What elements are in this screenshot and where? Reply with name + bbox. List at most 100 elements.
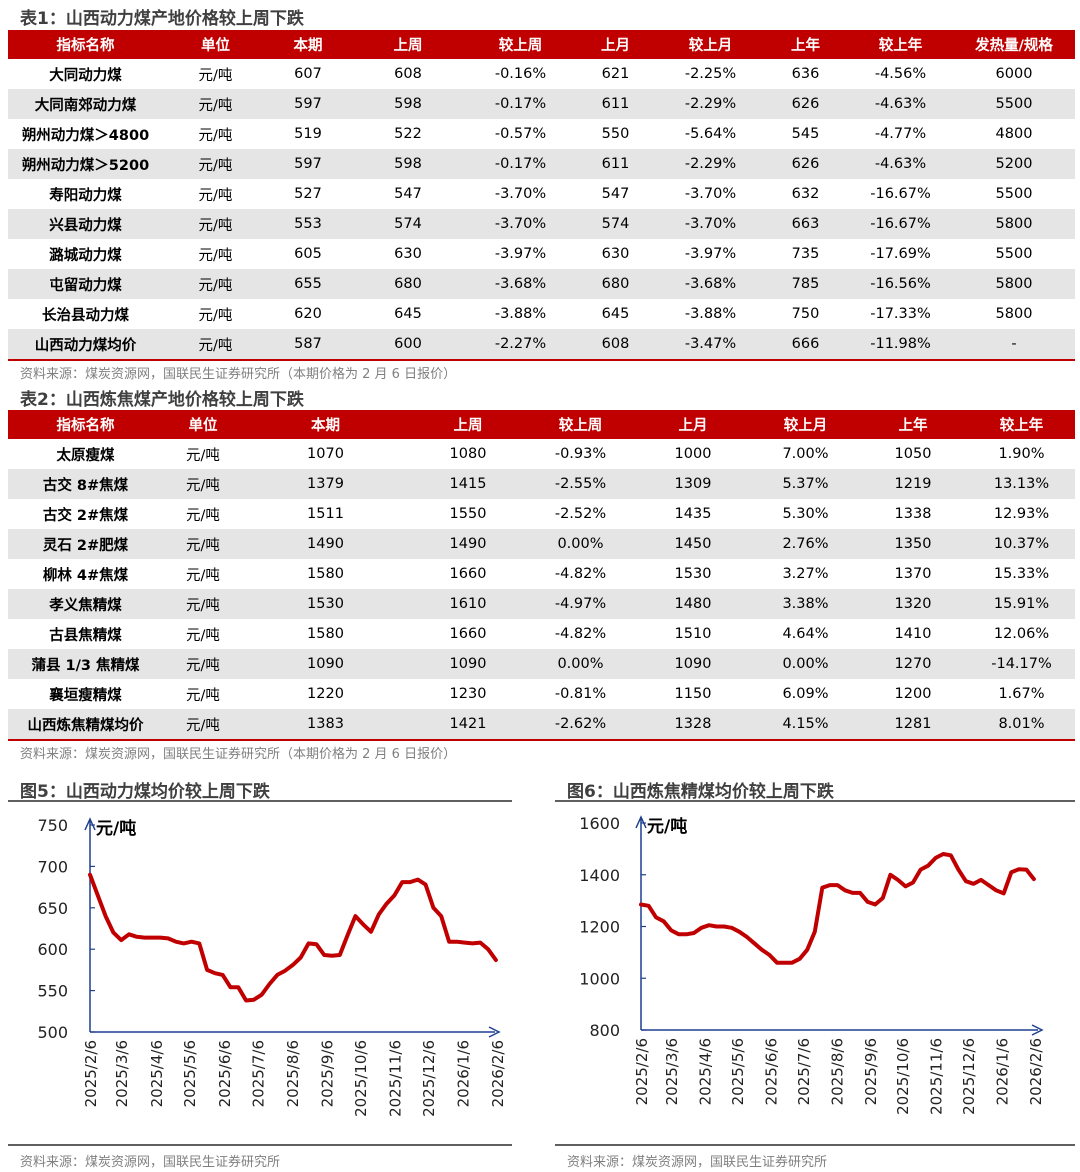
x-tick-label: 2025/10/6 (352, 1040, 370, 1117)
row-name-cell: 灵石 2#肥煤 (8, 529, 163, 559)
x-tick-label: 2025/11/6 (386, 1040, 404, 1117)
table-cell: 1580 (307, 626, 344, 642)
table-cell: 6000 (995, 66, 1033, 82)
table-row: 寿阳动力煤 元/吨 527 547 -3.70% 547 -3.70% 632 -16.67% 5… (8, 179, 1075, 209)
table-cell: 4800 (995, 126, 1033, 142)
chart5-source: 资料来源：煤炭资源网，国联民生证券研究所 (20, 1155, 281, 1170)
x-tick-label: 2025/11/6 (928, 1038, 946, 1115)
table-cell: -3.88% (494, 306, 547, 322)
table-cell: 1.67% (998, 686, 1045, 702)
table-row: 潞城动力煤 元/吨 605 630 -3.97% 630 -3.97% 735 -17.69% 5… (8, 239, 1075, 269)
table-cell: -16.67% (848, 209, 953, 239)
column-header: 指标名称 (8, 30, 163, 59)
table-cell: 13.13% (968, 469, 1075, 499)
table-cell: 元/吨 (163, 649, 243, 679)
table-cell: 7.00% (782, 446, 829, 462)
table-cell: -0.17% (468, 89, 573, 119)
table-cell: -0.57% (494, 126, 547, 142)
table-cell: 1150 (674, 686, 712, 702)
table-cell: -2.29% (658, 149, 763, 179)
table-cell: -4.56% (874, 66, 927, 82)
column-header: 较上周 (528, 410, 633, 439)
table-cell: 1580 (307, 566, 344, 582)
x-tick-label: 2025/6/6 (216, 1040, 234, 1107)
table-cell: 5800 (953, 269, 1075, 299)
y-tick-label: 550 (37, 982, 68, 1001)
table-cell: 元/吨 (186, 507, 220, 524)
row-name-cell: 兴县动力煤 (8, 209, 163, 239)
table-cell: 553 (268, 209, 348, 239)
x-tick-label: 2025/5/6 (181, 1040, 199, 1107)
x-tick-label: 2026/1/6 (994, 1038, 1012, 1105)
table-cell: -4.63% (848, 149, 953, 179)
x-tick-label: 2025/7/6 (795, 1038, 813, 1105)
table-cell: 元/吨 (163, 709, 243, 741)
table2-source: 资料来源：煤炭资源网，国联民生证券研究所（本期价格为 2 月 6 日报价） (20, 747, 457, 762)
table-cell: -0.17% (468, 149, 573, 179)
table-row: 长治县动力煤 元/吨 620 645 -3.88% 645 -3.88% 750 -17.33%… (8, 299, 1075, 329)
table-cell: -3.70% (494, 186, 547, 202)
row-name-cell: 山西动力煤均价 (8, 329, 163, 361)
column-header: 上周 (348, 30, 468, 59)
x-tick-label: 2025/2/6 (82, 1040, 100, 1107)
table-cell: -3.97% (494, 246, 547, 262)
y-tick-label: 1200 (579, 918, 620, 937)
row-name-cell: 屯留动力煤 (8, 269, 163, 299)
table-cell: 1.90% (998, 446, 1045, 462)
table-cell: 1370 (894, 566, 932, 582)
table-cell: 1383 (243, 709, 408, 741)
table-cell: 1410 (894, 626, 932, 642)
row-name-cell: 朔州动力煤＞5200 (8, 149, 163, 179)
table-cell: 680 (573, 269, 658, 299)
row-name-cell: 襄垣瘦精煤 (49, 687, 122, 704)
table-cell: - (953, 329, 1075, 361)
table-cell: 1281 (858, 709, 968, 741)
table-row: 屯留动力煤 元/吨 655 680 -3.68% 680 -3.68% 785 -16.56% 5… (8, 269, 1075, 299)
column-header: 较上周 (468, 30, 573, 59)
table-cell: -2.55% (528, 469, 633, 499)
row-name-cell: 古交 2#焦煤 (42, 507, 129, 524)
table-cell: 636 (791, 66, 820, 82)
table-cell: 632 (791, 186, 820, 202)
table-cell: -14.17% (968, 649, 1075, 679)
y-axis-arrow-icon (635, 815, 647, 829)
table-cell: -4.97% (528, 589, 633, 619)
table-cell: 元/吨 (186, 567, 220, 584)
table-cell: -4.63% (848, 89, 953, 119)
table-cell: -4.82% (554, 566, 607, 582)
x-tick-label: 2025/3/6 (113, 1040, 131, 1107)
table-cell: -3.70% (468, 209, 573, 239)
table-cell: 元/吨 (163, 89, 268, 119)
x-axis-arrow-icon (1031, 1024, 1044, 1036)
table-cell: 527 (294, 186, 322, 202)
coking-coal-price-table: 指标名称 单位 本期 上周 较上周 上月 较上月 上年 较上年 太原瘦煤 元/吨 1070 1080 -0… (8, 410, 1075, 741)
x-tick-label: 2025/8/6 (284, 1040, 302, 1107)
chart6-bottom-rule (555, 1144, 1075, 1146)
table-cell: 2.76% (753, 529, 858, 559)
table-cell: -3.70% (684, 186, 737, 202)
row-name-cell: 大同南郊动力煤 (8, 89, 163, 119)
row-name-cell: 古交 8#焦煤 (8, 469, 163, 499)
table-cell: 4.64% (782, 626, 829, 642)
table-row: 太原瘦煤 元/吨 1070 1080 -0.93% 1000 7.00% 1050 1.90% (8, 439, 1075, 469)
row-name-cell: 潞城动力煤 (49, 247, 122, 264)
chart6-source: 资料来源：煤炭资源网，国联民生证券研究所 (567, 1155, 828, 1170)
column-header: 较上年 (848, 30, 953, 59)
x-tick-label: 2025/2/6 (633, 1038, 651, 1105)
row-name-cell: 孝义焦精煤 (8, 589, 163, 619)
table-cell: 5.30% (782, 506, 829, 522)
row-name-cell: 大同动力煤 (49, 67, 122, 84)
table-cell: 1660 (449, 626, 487, 642)
column-header: 较上年 (968, 410, 1075, 439)
table-cell: 元/吨 (163, 529, 243, 559)
table-cell: 元/吨 (163, 469, 243, 499)
table-cell: 5800 (995, 306, 1033, 322)
table-cell: 597 (268, 89, 348, 119)
table-cell: 元/吨 (163, 589, 243, 619)
table-cell: 1660 (449, 566, 487, 582)
chart5-top-rule (8, 800, 512, 802)
table-cell: 元/吨 (198, 67, 233, 84)
table-cell: 元/吨 (186, 627, 220, 644)
table-cell: -0.93% (554, 446, 607, 462)
table-cell: 519 (294, 126, 322, 142)
